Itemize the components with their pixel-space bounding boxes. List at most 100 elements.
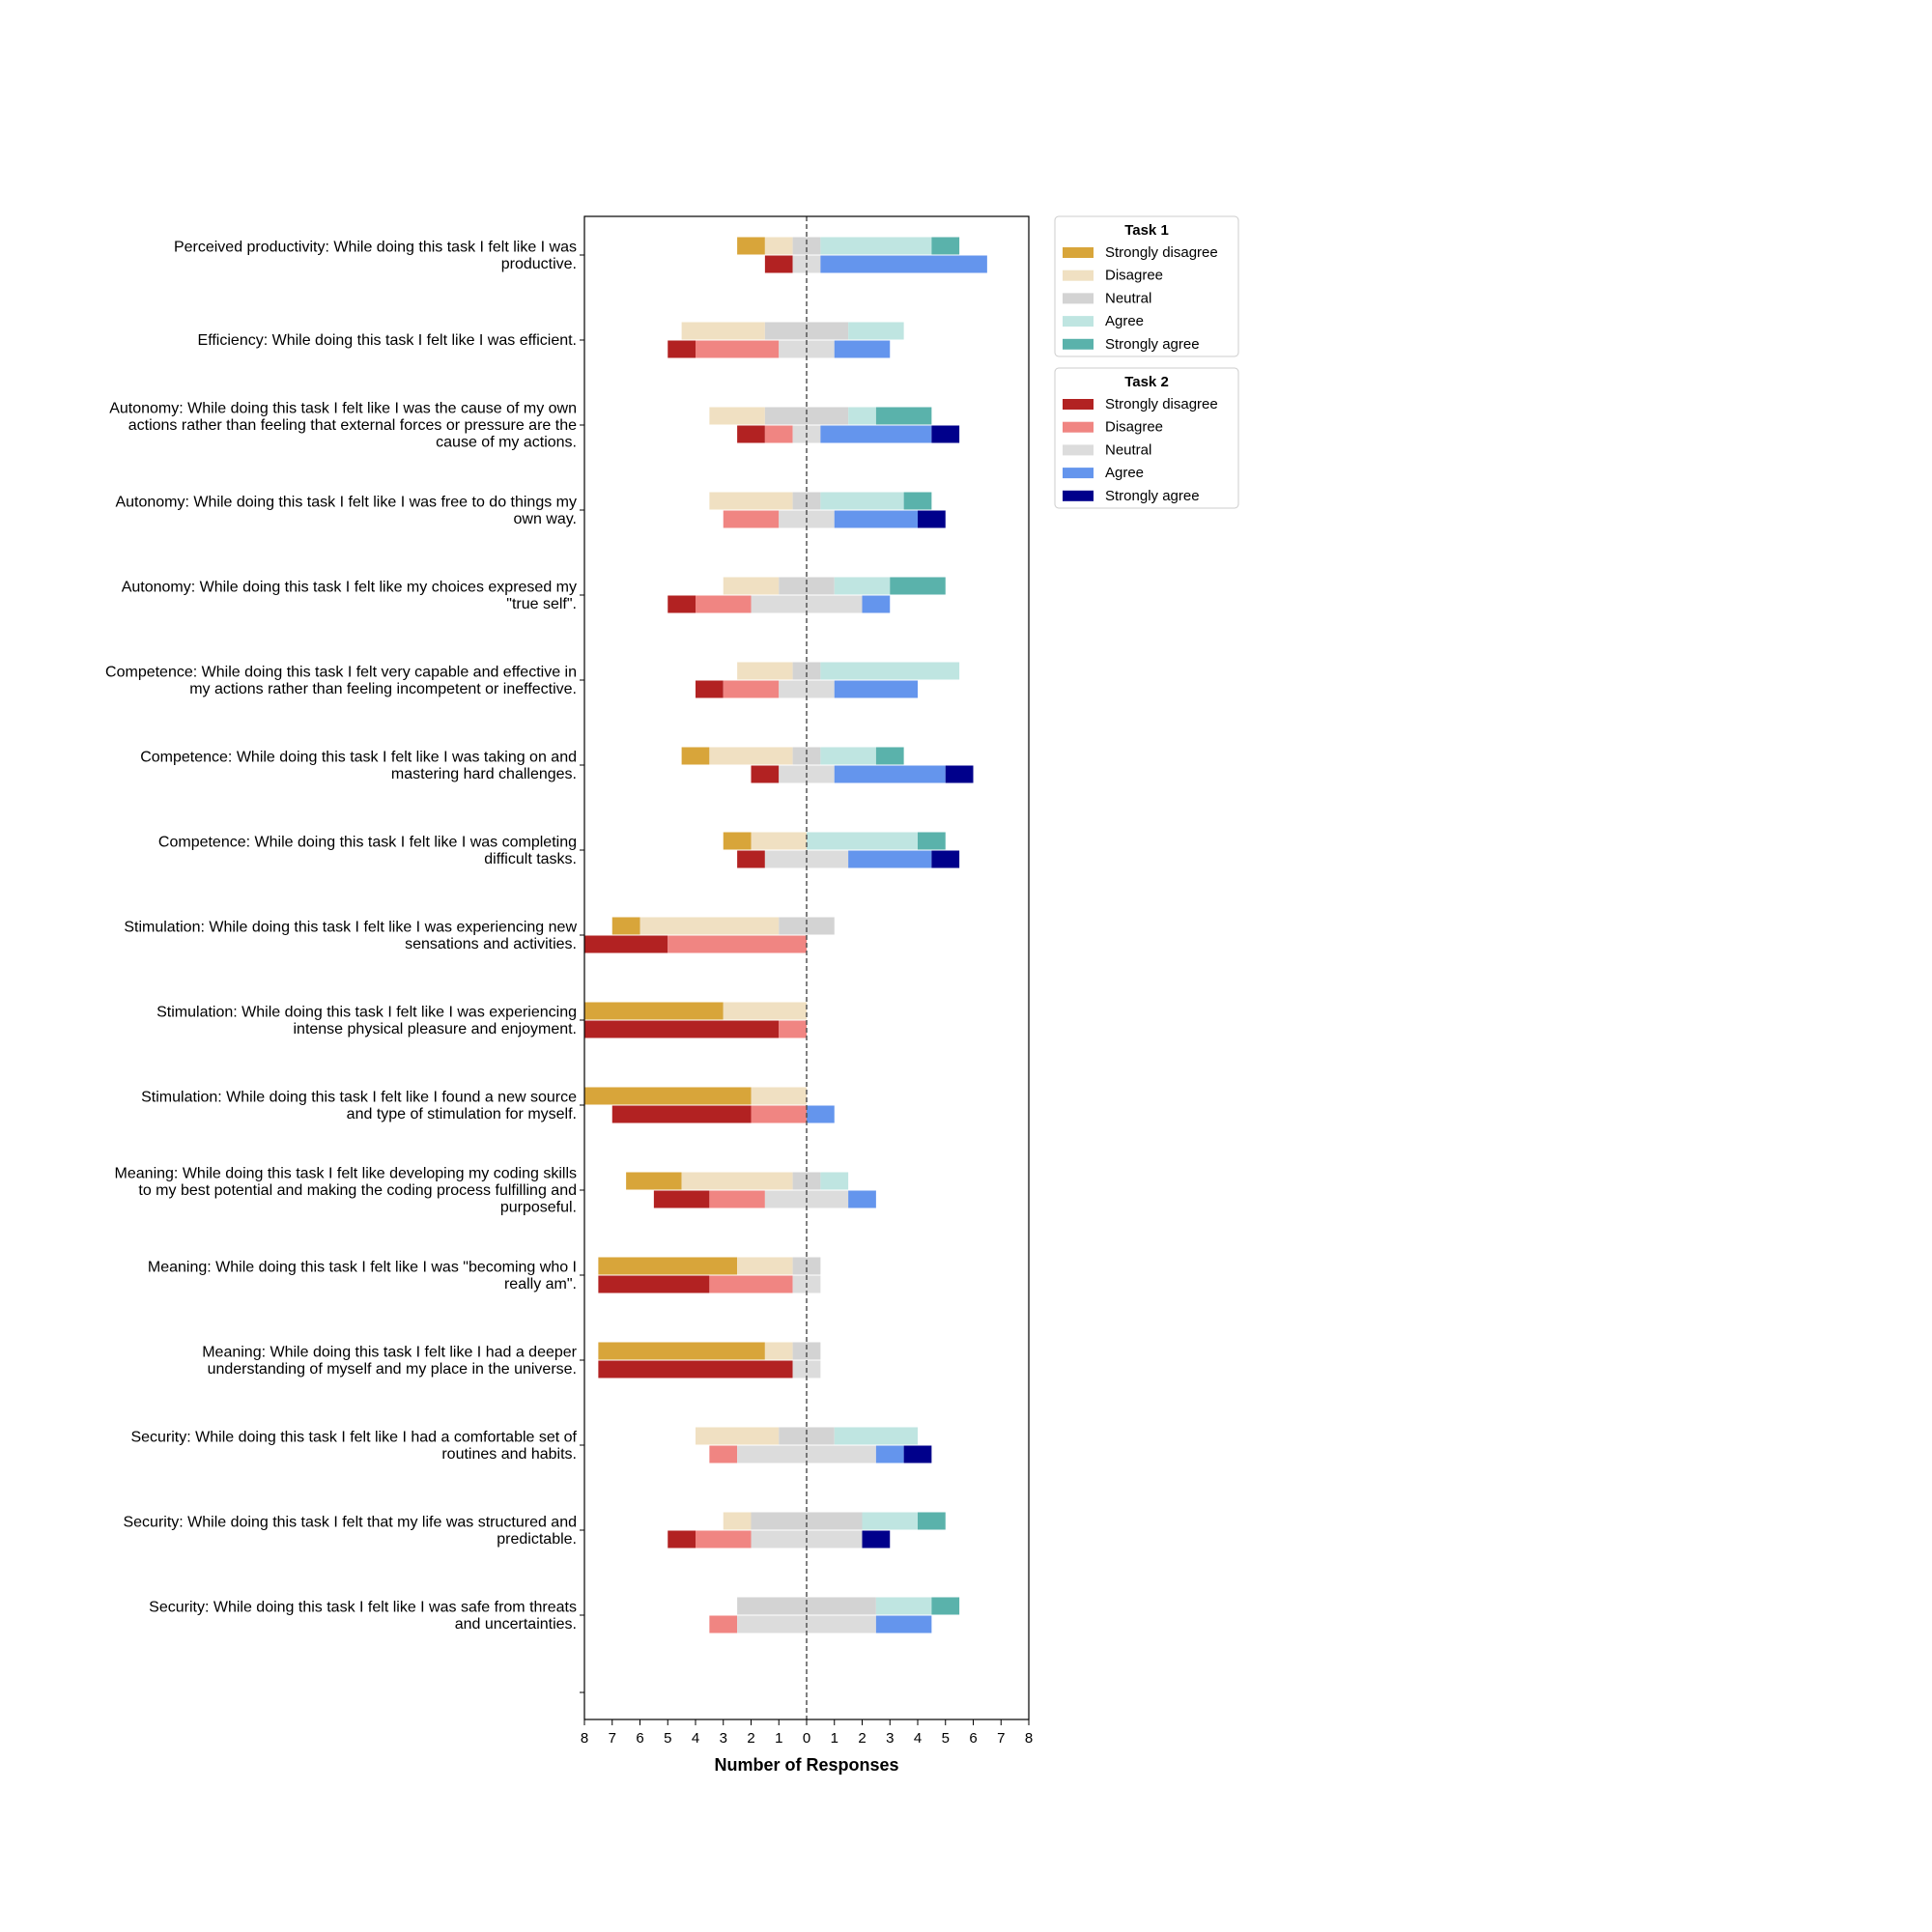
question-label-line: routines and habits. — [441, 1446, 577, 1463]
question-label-line: Stimulation: While doing this task I fel… — [156, 1004, 577, 1020]
bar-q15-task1-neutral — [779, 1427, 835, 1445]
question-label-line: Stimulation: While doing this task I fel… — [124, 919, 577, 935]
bar-q8-task1-disagree — [751, 832, 807, 850]
legend-label: Strongly disagree — [1105, 244, 1218, 261]
x-tick-label: 2 — [747, 1730, 754, 1747]
bar-q13-task2-disagree — [709, 1275, 793, 1293]
x-tick-label: 4 — [914, 1730, 922, 1747]
legend-label: Disagree — [1105, 268, 1163, 284]
x-tick-label: 1 — [831, 1730, 838, 1747]
bar-q7-task1-disagree — [709, 747, 793, 765]
question-label-line: Security: While doing this task I felt l… — [149, 1599, 577, 1615]
bar-q3-task2-agree — [820, 425, 932, 443]
legend-label: Disagree — [1105, 419, 1163, 436]
question-label: Meaning: While doing this task I felt li… — [148, 1259, 577, 1293]
bar-q17-task1-strongly-agree — [931, 1597, 960, 1615]
bar-q17-task2-agree — [875, 1615, 932, 1634]
bar-q1-task1-strongly-disagree — [737, 237, 765, 255]
question-label-line: Stimulation: While doing this task I fel… — [141, 1089, 577, 1105]
bar-q15-task1-agree — [834, 1427, 918, 1445]
bar-q8-task1-strongly-agree — [918, 832, 946, 850]
bar-q4-task1-agree — [820, 492, 904, 510]
bar-q9-task2-disagree — [668, 935, 807, 953]
bars-layer — [584, 237, 987, 1634]
legend-label: Neutral — [1105, 290, 1151, 306]
bar-q2-task2-agree — [834, 340, 891, 358]
legend-label: Strongly agree — [1105, 336, 1200, 353]
bar-q13-task1-neutral — [792, 1257, 821, 1275]
legend-swatch — [1063, 421, 1094, 433]
bar-q5-task1-disagree — [723, 577, 780, 595]
bar-q8-task2-strongly-agree — [931, 850, 960, 868]
bar-q6-task1-disagree — [737, 662, 793, 680]
question-label-line: and type of stimulation for myself. — [347, 1106, 577, 1122]
question-label-line: purposeful. — [500, 1200, 577, 1216]
question-label-line: Perceived productivity: While doing this… — [174, 239, 577, 255]
question-label-line: Autonomy: While doing this task I felt l… — [115, 494, 577, 510]
question-label-line: Meaning: While doing this task I felt li… — [202, 1344, 577, 1360]
legend-title: Task 2 — [1124, 374, 1169, 390]
x-tick-label: 3 — [886, 1730, 894, 1747]
bar-q4-task1-strongly-agree — [903, 492, 932, 510]
question-label: Security: While doing this task I felt l… — [149, 1599, 577, 1633]
question-label-line: Autonomy: While doing this task I felt l… — [109, 401, 577, 417]
x-tick-label: 5 — [664, 1730, 671, 1747]
bar-q2-task1-neutral — [764, 322, 849, 340]
x-tick-label: 7 — [609, 1730, 616, 1747]
question-label: Meaning: While doing this task I felt li… — [202, 1344, 577, 1378]
bar-q7-task1-strongly-disagree — [681, 747, 710, 765]
legend-swatch — [1063, 247, 1094, 258]
bar-q4-task1-disagree — [709, 492, 793, 510]
x-tick-label: 5 — [942, 1730, 950, 1747]
bar-q4-task2-agree — [834, 510, 918, 528]
legend-task2: Task 2 Strongly disagree Disagree Neutral Ag… — [1054, 367, 1239, 509]
bar-q15-task2-strongly-agree — [903, 1445, 932, 1463]
legend-label: Neutral — [1105, 441, 1151, 458]
question-label: Competence: While doing this task I felt… — [105, 664, 577, 697]
bar-q7-task1-strongly-agree — [875, 747, 904, 765]
legend-swatch — [1063, 399, 1094, 410]
x-tick-label: 6 — [969, 1730, 977, 1747]
question-label-line: productive. — [501, 256, 577, 272]
question-label-line: "true self". — [506, 596, 577, 612]
legend-label: Agree — [1105, 313, 1144, 329]
bar-q14-task1-strongly-disagree — [598, 1342, 765, 1360]
legend-label: Agree — [1105, 465, 1144, 481]
x-tick-label: 8 — [1025, 1730, 1033, 1747]
legend-swatch — [1063, 468, 1094, 479]
bar-q7-task1-neutral — [792, 747, 821, 765]
question-label: Stimulation: While doing this task I fel… — [124, 919, 577, 952]
x-tick-label: 8 — [581, 1730, 588, 1747]
bar-q11-task2-disagree — [751, 1105, 807, 1123]
legend-swatch — [1063, 490, 1094, 501]
question-label: Perceived productivity: While doing this… — [174, 239, 577, 272]
bar-q14-task1-neutral — [792, 1342, 821, 1360]
question-label-line: mastering hard challenges. — [391, 766, 577, 782]
legends: Task 1 Strongly disagree Disagree Neutral Ag… — [1054, 215, 1239, 509]
bar-q9-task1-strongly-disagree — [611, 917, 640, 935]
question-label-line: sensations and activities. — [405, 936, 577, 952]
question-label: Security: While doing this task I felt t… — [123, 1514, 577, 1548]
bar-q6-task1-agree — [820, 662, 960, 680]
bar-q16-task1-disagree — [723, 1512, 752, 1530]
bar-q9-task1-neutral — [779, 917, 835, 935]
question-label-line: Meaning: While doing this task I felt li… — [115, 1166, 577, 1182]
question-labels: Perceived productivity: While doing this… — [105, 239, 578, 1633]
question-label-line: Autonomy: While doing this task I felt l… — [122, 579, 577, 595]
question-label: Security: While doing this task I felt l… — [130, 1429, 577, 1463]
question-label: Autonomy: While doing this task I felt l… — [109, 401, 577, 451]
bar-q11-task1-disagree — [751, 1087, 807, 1105]
bar-q16-task1-strongly-agree — [918, 1512, 946, 1530]
question-label: Meaning: While doing this task I felt li… — [115, 1166, 577, 1216]
question-label-line: Competence: While doing this task I felt… — [140, 749, 577, 765]
question-label: Autonomy: While doing this task I felt l… — [115, 494, 577, 527]
bar-q12-task2-strongly-disagree — [653, 1190, 710, 1208]
bar-q3-task1-neutral — [764, 407, 849, 425]
question-label-line: Security: While doing this task I felt t… — [123, 1514, 577, 1530]
bar-q14-task2-strongly-disagree — [598, 1360, 793, 1378]
bar-q2-task2-disagree — [696, 340, 780, 358]
bar-q16-task2-disagree — [696, 1530, 752, 1548]
legend-task1: Task 1 Strongly disagree Disagree Neutral Ag… — [1054, 215, 1239, 357]
bar-q3-task1-strongly-agree — [875, 407, 932, 425]
